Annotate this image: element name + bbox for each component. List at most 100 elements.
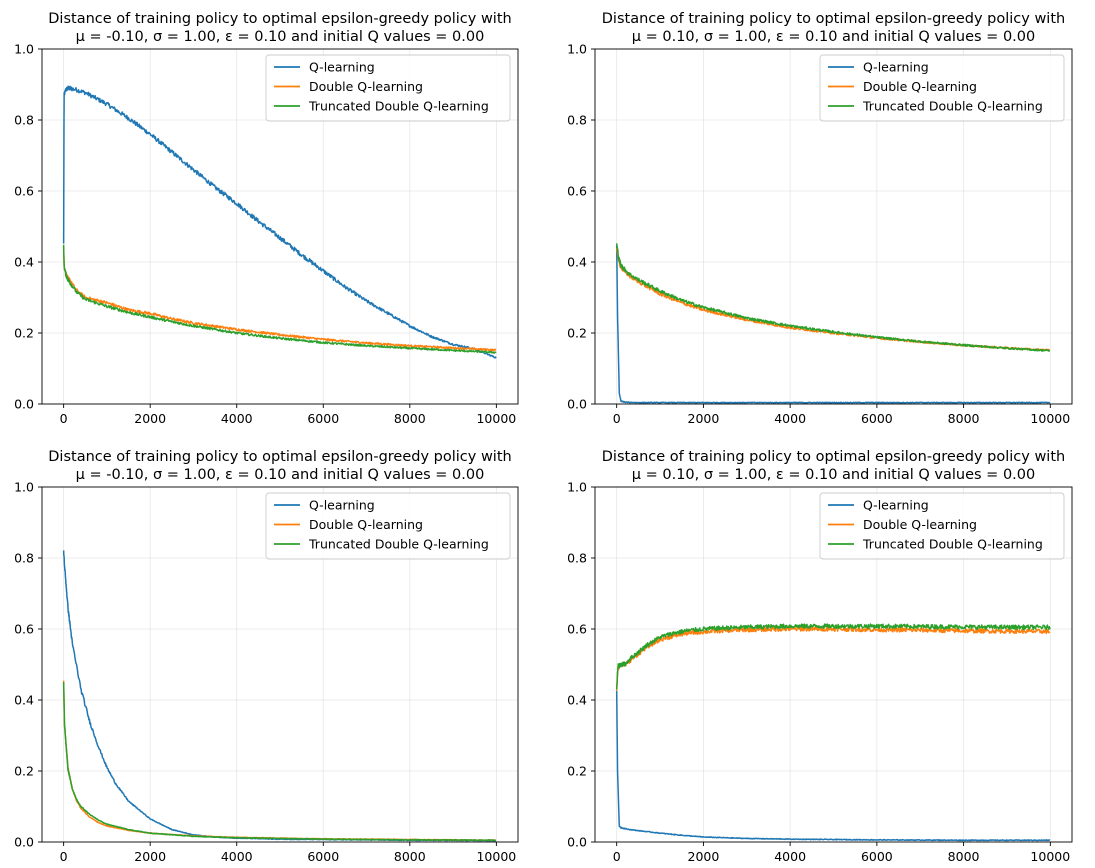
chart-title-line1: Distance of training policy to optimal e… [48, 449, 511, 465]
legend-box [265, 54, 511, 122]
y-tick-label: 0.6 [14, 184, 34, 199]
axes-frame [41, 486, 519, 843]
y-tick-label: 0.2 [567, 326, 587, 341]
x-tick-label: 2000 [134, 411, 166, 426]
x-tick-label: 4000 [221, 411, 253, 426]
y-tick-label: 1.0 [14, 480, 34, 495]
series-group [62, 85, 497, 359]
chart-title-line2: μ = 0.10, σ = 1.00, ε = 0.10 and initial… [632, 29, 1035, 45]
x-tick-label: 6000 [861, 411, 893, 426]
x-tick-label: 10000 [476, 849, 516, 864]
series-group [615, 623, 1051, 842]
legend-label: Q-learning [863, 498, 929, 513]
x-tick-label: 8000 [948, 411, 980, 426]
legend-label: Truncated Double Q-learning [862, 537, 1043, 552]
x-tick-label: 2000 [688, 411, 720, 426]
chart-title-line2: μ = 0.10, σ = 1.00, ε = 0.10 and initial… [632, 467, 1035, 483]
legend: Q-learning Double Q-learning Truncated Dou… [265, 492, 511, 560]
chart-panel-4: 0.0 0.2 0.4 0.6 0.8 1.0 0 2000 4000 6000 8000 10000… [567, 449, 1073, 864]
x-tick-label: 6000 [307, 411, 339, 426]
legend-label: Q-learning [863, 60, 929, 75]
chart-panel-2: 0.0 0.2 0.4 0.6 0.8 1.0 0 2000 4000 6000 8000 10000… [567, 11, 1073, 426]
legend-box [819, 54, 1065, 122]
y-tick-label: 1.0 [567, 480, 587, 495]
x-tick-label: 6000 [861, 849, 893, 864]
series-group [615, 243, 1051, 404]
legend-label: Q-learning [309, 498, 375, 513]
x-tick-label: 0 [613, 411, 621, 426]
x-tick-label: 2000 [688, 849, 720, 864]
axes-frame [594, 48, 1073, 405]
chart-title-line1: Distance of training policy to optimal e… [602, 11, 1065, 27]
y-tick-label: 0.6 [567, 184, 587, 199]
y-tick-label: 0.0 [567, 835, 587, 850]
y-tick-label: 0.0 [14, 835, 34, 850]
x-tick-label: 0 [613, 849, 621, 864]
x-tick-label: 4000 [774, 411, 806, 426]
y-tick-label: 1.0 [567, 42, 587, 57]
x-tick-label: 10000 [1030, 411, 1070, 426]
legend-label: Double Q-learning [863, 79, 977, 94]
legend-label: Truncated Double Q-learning [862, 99, 1043, 114]
x-tick-label: 0 [60, 849, 68, 864]
y-tick-label: 0.2 [567, 764, 587, 779]
y-tick-label: 0.4 [567, 255, 587, 270]
y-tick-label: 1.0 [14, 42, 34, 57]
x-tick-label: 4000 [221, 849, 253, 864]
x-tick-label: 4000 [774, 849, 806, 864]
series-line-3 [615, 243, 1051, 352]
x-tick-label: 6000 [307, 849, 339, 864]
y-tick-label: 0.4 [14, 693, 34, 708]
legend-label: Truncated Double Q-learning [308, 537, 489, 552]
y-tick-label: 0.4 [14, 255, 34, 270]
y-tick-label: 0.8 [567, 551, 587, 566]
x-tick-label: 2000 [134, 849, 166, 864]
chart-title-line2: μ = -0.10, σ = 1.00, ε = 0.10 and initia… [76, 467, 485, 483]
series-line-1 [62, 85, 497, 359]
series-line-3 [62, 244, 497, 354]
series-group [62, 550, 497, 842]
series-line-3 [62, 682, 497, 842]
y-tick-label: 0.6 [14, 622, 34, 637]
series-line-2 [62, 246, 497, 352]
legend-label: Double Q-learning [309, 517, 423, 532]
series-line-2 [62, 680, 497, 842]
series-line-1 [615, 245, 1051, 404]
series-line-1 [615, 690, 1051, 842]
series-line-1 [62, 550, 497, 842]
y-tick-label: 0.8 [567, 113, 587, 128]
legend-label: Double Q-learning [863, 517, 977, 532]
axes-frame [594, 486, 1073, 843]
axes-frame [41, 48, 519, 405]
chart-panel-3: 0.0 0.2 0.4 0.6 0.8 1.0 0 2000 4000 6000 8000 10000… [14, 449, 519, 864]
x-tick-label: 8000 [394, 411, 426, 426]
legend-box [265, 492, 511, 560]
y-tick-label: 0.2 [14, 764, 34, 779]
y-tick-label: 0.8 [14, 551, 34, 566]
chart-title-line1: Distance of training policy to optimal e… [48, 11, 511, 27]
series-line-2 [615, 626, 1051, 691]
x-tick-label: 8000 [394, 849, 426, 864]
y-tick-label: 0.0 [567, 397, 587, 412]
legend: Q-learning Double Q-learning Truncated Dou… [265, 54, 511, 122]
chart-title-line2: μ = -0.10, σ = 1.00, ε = 0.10 and initia… [76, 29, 485, 45]
series-line-3 [615, 623, 1051, 690]
y-tick-label: 0.0 [14, 397, 34, 412]
legend: Q-learning Double Q-learning Truncated Dou… [819, 492, 1065, 560]
y-tick-label: 0.6 [567, 622, 587, 637]
x-tick-label: 8000 [948, 849, 980, 864]
chart-panel-1: 0.0 0.2 0.4 0.6 0.8 1.0 0 2000 4000 6000 8000 10000… [14, 11, 519, 426]
y-tick-label: 0.8 [14, 113, 34, 128]
x-tick-label: 10000 [476, 411, 516, 426]
x-tick-label: 10000 [1030, 849, 1070, 864]
legend-box [819, 492, 1065, 560]
legend: Q-learning Double Q-learning Truncated Dou… [819, 54, 1065, 122]
legend-label: Double Q-learning [309, 79, 423, 94]
y-tick-label: 0.2 [14, 326, 34, 341]
legend-label: Truncated Double Q-learning [308, 99, 489, 114]
x-tick-label: 0 [60, 411, 68, 426]
y-tick-label: 0.4 [567, 693, 587, 708]
legend-label: Q-learning [309, 60, 375, 75]
chart-title-line1: Distance of training policy to optimal e… [602, 449, 1065, 465]
